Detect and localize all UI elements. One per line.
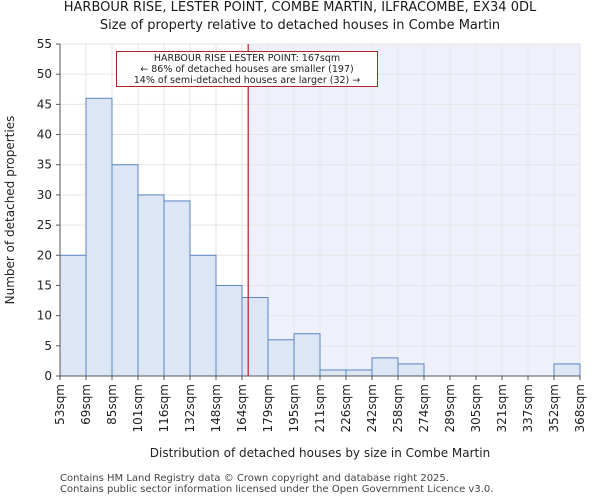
annotation-line-3: 14% of semi-detached houses are larger (…	[133, 75, 361, 86]
histogram-bar	[553, 363, 581, 377]
footer-line-1: Contains HM Land Registry data © Crown c…	[60, 473, 449, 484]
histogram-bar	[293, 333, 321, 377]
x-tick-label: 242sqm	[365, 384, 379, 432]
y-tick-label: 20	[37, 248, 52, 262]
y-tick-label: 10	[37, 309, 52, 323]
histogram-bar	[85, 97, 113, 377]
y-tick-label: 30	[37, 188, 52, 202]
marker-annotation: HARBOUR RISE LESTER POINT: 167sqm ← 86% …	[116, 51, 378, 87]
x-tick-label: 352sqm	[547, 384, 561, 432]
y-axis-label: Number of detached properties	[3, 116, 17, 305]
y-tick-label: 40	[37, 128, 52, 142]
y-tick-label: 0	[44, 369, 52, 383]
histogram-chart: 0 5 10 15 20 25 30 35 40 45 50 55 53sqm 69sqm 85sqm 101…	[3, 37, 587, 460]
y-tick-label: 15	[37, 278, 52, 292]
x-tick-label: 211sqm	[313, 384, 327, 432]
x-tick-label: 195sqm	[287, 384, 301, 432]
x-tick-label: 148sqm	[209, 384, 223, 432]
histogram-bar	[215, 284, 243, 377]
x-tick-label: 116sqm	[157, 384, 171, 432]
y-tick-label: 50	[37, 67, 52, 81]
x-tick-label: 69sqm	[79, 384, 93, 425]
x-tick-label: 179sqm	[261, 384, 275, 432]
y-tick-label: 5	[44, 339, 52, 353]
x-tick-label: 305sqm	[469, 384, 483, 432]
histogram-bar	[137, 194, 165, 377]
histogram-bar	[241, 297, 269, 377]
x-tick-label: 258sqm	[391, 384, 405, 432]
x-tick-label: 368sqm	[573, 384, 587, 432]
x-tick-label: 53sqm	[53, 384, 67, 425]
histogram-bar	[371, 357, 399, 377]
histogram-bar	[59, 254, 87, 377]
annotation-line-2: ← 86% of detached houses are smaller (19…	[140, 64, 354, 75]
chart-title: HARBOUR RISE, LESTER POINT, COMBE MARTIN…	[63, 0, 537, 15]
histogram-bar	[345, 369, 373, 377]
histogram-bar	[189, 254, 217, 377]
x-tick-label: 164sqm	[235, 384, 249, 432]
x-axis-label: Distribution of detached houses by size …	[150, 446, 490, 460]
annotation-line-1: HARBOUR RISE LESTER POINT: 167sqm	[153, 53, 341, 64]
y-tick-label: 25	[37, 218, 52, 232]
histogram-bar	[267, 339, 295, 377]
y-tick-label: 55	[37, 37, 52, 51]
y-tick-label: 45	[37, 97, 52, 111]
x-tick-label: 321sqm	[495, 384, 509, 432]
histogram-bar	[397, 363, 425, 377]
x-tick-label: 337sqm	[521, 384, 535, 432]
x-tick-label: 289sqm	[443, 384, 457, 432]
y-tick-label: 35	[37, 158, 52, 172]
x-tick-label: 85sqm	[105, 384, 119, 425]
histogram-bar	[319, 369, 347, 377]
x-tick-label: 101sqm	[131, 384, 145, 432]
larger-region-shade	[248, 44, 580, 376]
histogram-bar	[111, 164, 139, 377]
x-tick-label: 274sqm	[417, 384, 431, 432]
x-tick-label: 226sqm	[339, 384, 353, 432]
histogram-bar	[163, 200, 191, 377]
chart-subtitle: Size of property relative to detached ho…	[99, 18, 501, 33]
footer-line-2: Contains public sector information licen…	[60, 484, 494, 495]
x-tick-label: 132sqm	[183, 384, 197, 432]
